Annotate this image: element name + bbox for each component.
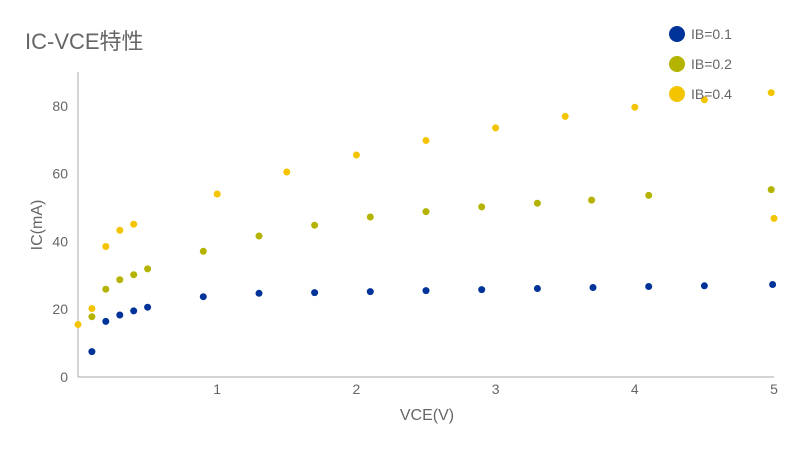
data-point — [588, 196, 596, 204]
legend-label: IB=0.1 — [691, 26, 732, 42]
data-point — [561, 112, 569, 120]
data-point — [144, 303, 152, 311]
data-point — [422, 208, 430, 216]
data-point — [311, 289, 319, 297]
data-point — [352, 151, 360, 159]
data-point — [645, 283, 653, 290]
y-tick-label: 60 — [52, 166, 68, 182]
data-point — [130, 271, 138, 279]
data-point — [478, 286, 486, 294]
data-point — [116, 226, 124, 234]
series-3 — [74, 89, 778, 328]
legend-label: IB=0.2 — [691, 56, 732, 72]
data-point — [116, 276, 124, 284]
y-tick-label: 20 — [52, 301, 68, 317]
data-point — [283, 168, 291, 176]
data-point — [255, 232, 263, 240]
data-point — [589, 284, 597, 291]
y-tick-label: 0 — [60, 369, 68, 385]
data-point — [88, 348, 96, 356]
data-point — [492, 124, 500, 132]
data-point — [102, 317, 110, 325]
data-point — [770, 214, 778, 222]
data-point — [767, 186, 775, 194]
data-point — [116, 311, 124, 319]
data-point — [700, 96, 708, 104]
data-point — [422, 137, 430, 144]
data-point — [88, 305, 96, 312]
data-point — [631, 103, 639, 111]
legend-label: IB=0.4 — [691, 86, 732, 102]
legend: IB=0.1 IB=0.2 IB=0.4 — [669, 26, 732, 102]
data-point — [144, 265, 152, 273]
legend-marker — [669, 56, 685, 72]
data-point — [199, 293, 207, 301]
data-point — [255, 289, 263, 297]
x-tick-label: 4 — [631, 381, 639, 397]
data-point — [311, 221, 319, 229]
x-tick-label: 3 — [492, 381, 500, 397]
legend-marker — [669, 86, 685, 102]
data-point — [700, 282, 708, 290]
series-1 — [88, 281, 777, 356]
data-point — [88, 313, 96, 321]
data-point — [767, 89, 775, 97]
y-tick-label: 80 — [52, 98, 68, 114]
data-point — [74, 321, 82, 328]
points-layer — [74, 89, 778, 356]
x-tick-label: 5 — [770, 381, 778, 397]
chart-title: IC-VCE特性 — [25, 29, 144, 54]
data-point — [366, 213, 374, 221]
data-point — [130, 307, 138, 315]
data-point — [533, 199, 541, 207]
data-point — [102, 243, 110, 250]
data-point — [769, 281, 777, 288]
x-axis-label: VCE(V) — [400, 407, 454, 424]
data-point — [478, 203, 486, 211]
data-point — [533, 285, 541, 292]
data-point — [102, 285, 110, 293]
y-tick-label: 40 — [52, 233, 68, 249]
data-point — [366, 288, 374, 296]
axes-layer: 1 2 3 4 5 0 20 40 60 80 — [52, 72, 778, 397]
data-point — [645, 191, 653, 199]
legend-marker — [669, 26, 685, 42]
data-point — [199, 247, 207, 255]
data-point — [213, 190, 221, 198]
x-tick-label: 2 — [353, 381, 361, 397]
series-2 — [88, 186, 775, 321]
data-point — [130, 220, 138, 228]
data-point — [422, 287, 430, 295]
x-tick-label: 1 — [213, 381, 221, 397]
y-axis-label: IC(mA) — [29, 200, 46, 251]
